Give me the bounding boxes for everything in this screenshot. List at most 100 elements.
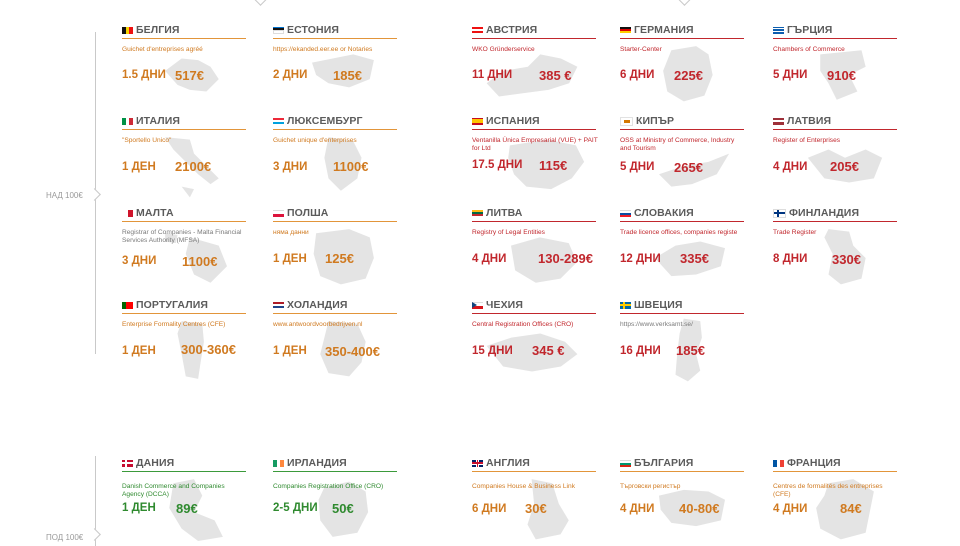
registration-days: 11 ДНИ [472, 69, 513, 81]
registration-office: Companies Registration Office (CRO) [273, 483, 384, 490]
registration-office: https://ekanded.eer.ee or Notaries [273, 46, 373, 53]
flag-greece-icon [773, 26, 784, 34]
country-card-lithuania: ЛИТВА Registry of Legal Entities 4 ДНИ 1… [472, 205, 600, 291]
map-silhouette [472, 42, 592, 108]
map-silhouette [650, 475, 734, 541]
country-card-luxembourg: ЛЮКСЕМБУРГ Guichet unique d'enterprises … [273, 113, 401, 199]
flag-cyprus-icon [620, 116, 633, 126]
map-silhouette [472, 317, 592, 383]
map-silhouette [303, 317, 387, 383]
map-silhouette [303, 133, 387, 199]
registration-days: 6 ДНИ [620, 69, 655, 81]
map-silhouette [803, 133, 887, 199]
registration-office: Centres de formalités des entreprises (C… [773, 483, 883, 498]
map-silhouette [650, 133, 734, 199]
over-100-label: НАД 100€ [46, 191, 83, 200]
registration-cost: 300-360€ [181, 342, 236, 357]
map-silhouette [152, 317, 236, 383]
country-card-belgium: БЕЛГИЯ Guichet d'entreprises agréé 1.5 Д… [122, 22, 250, 108]
country-card-austria: АВСТРИЯ WKO Gründerservice 11 ДНИ 385 € [472, 22, 600, 108]
registration-days: 1 ДЕН [122, 502, 156, 514]
country-card-poland: ПОЛША няма данни 1 ДЕН 125€ [273, 205, 401, 291]
registration-cost: 89€ [176, 501, 198, 516]
country-name: ПОЛША [287, 207, 329, 219]
flag-belgium-icon [122, 26, 134, 34]
registration-office: няма данни [273, 229, 309, 236]
country-card-cyprus: КИПЪР OSS at Ministry of Commerce, Indus… [620, 113, 748, 199]
registration-cost: 205€ [830, 159, 859, 174]
registration-office: www.antwoordvoorbedrijven.nl [273, 321, 363, 328]
registration-cost: 50€ [332, 501, 354, 516]
registration-cost: 225€ [674, 68, 703, 83]
registration-cost: 185€ [333, 68, 362, 83]
registration-cost: 84€ [840, 501, 862, 516]
country-name: АНГЛИЯ [486, 457, 530, 469]
flag-bulgaria-icon [620, 459, 631, 467]
flag-portugal-icon [122, 301, 133, 309]
country-name: ЛАТВИЯ [787, 115, 832, 127]
registration-office: Trade licence offices, companies registe [620, 229, 738, 236]
country-name: ЕСТОНИЯ [287, 24, 340, 36]
country-card-germany: ГЕРМАНИЯ Starter-Center 6 ДНИ 225€ [620, 22, 748, 108]
registration-days: 5 ДНИ [773, 69, 808, 81]
country-card-england: АНГЛИЯ Companies House & Business Link 6… [472, 455, 600, 541]
registration-days: 1.5 ДНИ [122, 69, 166, 81]
country-card-ireland: ИРЛАНДИЯ Companies Registration Office (… [273, 455, 401, 541]
flag-finland-icon [773, 208, 786, 218]
registration-office: Chambers of Commerce [773, 46, 845, 53]
over-100-chevron [88, 188, 101, 201]
registration-cost: 910€ [827, 68, 856, 83]
registration-office: Companies House & Business Link [472, 483, 575, 490]
registration-office: "Sportello Unico" [122, 137, 172, 144]
flag-austria-icon [472, 26, 483, 34]
country-card-italy: ИТАЛИЯ "Sportello Unico" 1 ДЕН 2100€ [122, 113, 250, 199]
country-name: ГЕРМАНИЯ [634, 24, 694, 36]
country-card-spain: ИСПАНИЯ Ventanilla Única Empresarial (VU… [472, 113, 600, 199]
map-silhouette [152, 42, 236, 108]
registration-cost: 130-289€ [538, 251, 593, 266]
registration-office: Central Registration Offices (CRO) [472, 321, 574, 328]
map-silhouette [803, 225, 887, 291]
registration-days: 3 ДНИ [273, 161, 308, 173]
country-card-france: ФРАНЦИЯ Centres de formalités des entrep… [773, 455, 901, 541]
country-name: ФРАНЦИЯ [787, 457, 841, 469]
flag-italy-icon [122, 117, 134, 125]
registration-cost: 2100€ [175, 159, 212, 174]
registration-cost: 517€ [175, 68, 204, 83]
registration-office: https://www.verksamt.se/ [620, 321, 693, 328]
registration-days: 8 ДНИ [773, 253, 808, 265]
flag-france-icon [773, 459, 785, 467]
country-name: АВСТРИЯ [486, 24, 538, 36]
map-silhouette [152, 133, 236, 199]
under-100-bracket [95, 456, 96, 546]
registration-cost: 385 € [539, 68, 572, 83]
flag-poland-icon [273, 209, 284, 217]
country-name: ИСПАНИЯ [486, 115, 540, 127]
country-name: БЕЛГИЯ [136, 24, 180, 36]
country-name: СЛОВАКИЯ [634, 207, 694, 219]
flag-germany-icon [620, 26, 631, 34]
registration-cost: 335€ [680, 251, 709, 266]
country-name: БЪЛГАРИЯ [634, 457, 694, 469]
flag-uk-icon [472, 459, 483, 467]
country-name: ДАНИЯ [136, 457, 175, 469]
registration-days: 4 ДНИ [472, 253, 507, 265]
registration-office: Enterprise Formality Centres (CFE) [122, 321, 226, 328]
country-name: МАЛТА [136, 207, 174, 219]
flag-lithuania-icon [472, 209, 483, 217]
country-card-estonia: ЕСТОНИЯ https://ekanded.eer.ee or Notari… [273, 22, 401, 108]
flag-latvia-icon [773, 117, 784, 125]
registration-days: 5 ДНИ [620, 161, 655, 173]
map-silhouette [152, 225, 236, 291]
registration-days: 17.5 ДНИ [472, 159, 523, 171]
registration-days: 6 ДНИ [472, 503, 507, 515]
map-silhouette [650, 317, 734, 383]
country-name: ГЪРЦИЯ [787, 24, 833, 36]
country-name: ИТАЛИЯ [136, 115, 181, 127]
country-name: ХОЛАНДИЯ [287, 299, 348, 311]
country-card-sweden: ШВЕЦИЯ https://www.verksamt.se/ 16 ДНИ 1… [620, 297, 748, 383]
flag-estonia-icon [273, 26, 284, 34]
under-100-label: ПОД 100€ [46, 533, 84, 542]
map-silhouette [502, 225, 586, 291]
registration-cost: 185€ [676, 343, 705, 358]
